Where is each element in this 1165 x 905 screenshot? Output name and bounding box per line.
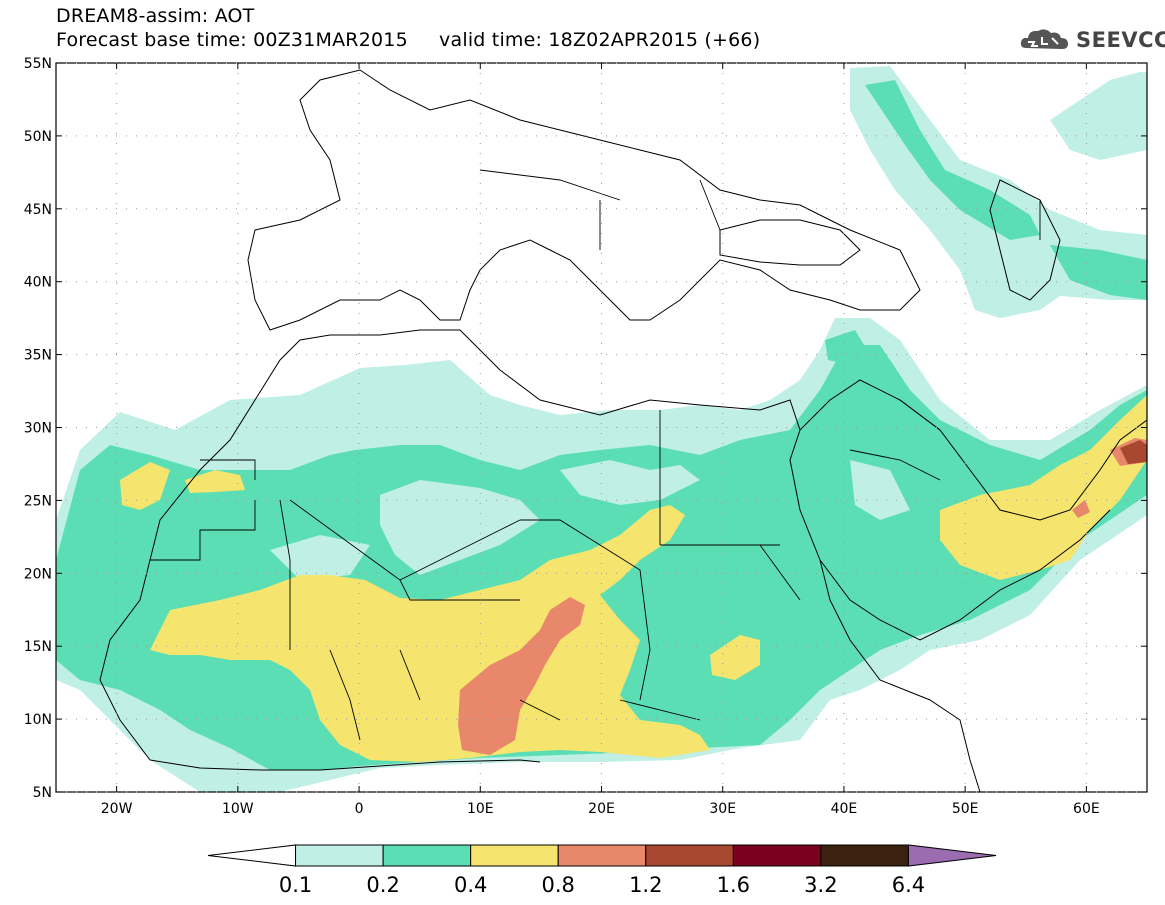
lon-tick-label: 20W: [101, 801, 133, 817]
logo-text: SEEVCCC: [1076, 28, 1165, 52]
lat-tick-label: 55N: [24, 56, 52, 72]
lat-tick-label: 50N: [24, 129, 52, 145]
colorbar-label: 1.6: [717, 873, 750, 897]
cloud-icon: [1020, 29, 1068, 49]
lat-tick-label: 15N: [24, 639, 52, 655]
lat-tick-label: 45N: [24, 202, 52, 218]
colorbar-label: 3.2: [804, 873, 837, 897]
colorbar-segment: [295, 844, 384, 867]
coastline-africa: [99, 329, 981, 792]
lon-tick-label: 40E: [831, 801, 858, 817]
lat-tick-label: 20N: [24, 566, 52, 582]
colorbar-segment: [557, 844, 647, 867]
lat-tick-label: 5N: [33, 785, 52, 801]
coastline-black-sea: [719, 219, 861, 266]
aot-band-brown: [1120, 440, 1147, 464]
colorbar-label: 1.2: [629, 873, 662, 897]
colorbar-label: 0.8: [542, 873, 575, 897]
lon-tick-label: 20E: [588, 801, 615, 817]
colorbar-segment: [820, 844, 909, 867]
lat-tick-label: 40N: [24, 275, 52, 291]
lon-tick-label: 50E: [952, 801, 979, 817]
forecast-times: Forecast base time: 00Z31MAR2015 valid t…: [56, 29, 761, 51]
lon-tick-label: 10W: [222, 801, 254, 817]
aot-band-light: [380, 480, 540, 575]
aot-band-medium: [1050, 245, 1147, 300]
lat-tick-label: 10N: [24, 712, 52, 728]
colorbar-label: 0.4: [454, 873, 487, 897]
aot-band-orange: [458, 597, 585, 755]
border-lines: [150, 169, 1041, 741]
aot-band-medium: [825, 330, 870, 365]
aot-field: [56, 66, 1147, 792]
coastline-arabia: [799, 379, 1147, 641]
aot-band-yellow: [120, 462, 170, 510]
lat-tick-label: 30N: [24, 421, 52, 437]
colorbar-label: 0.1: [279, 873, 312, 897]
colorbar-segment: [382, 844, 472, 867]
colorbar: 0.1 0.2 0.4 0.8 1.2 1.6 3.2 6.4: [207, 844, 997, 897]
colorbar-segment: [470, 844, 559, 867]
lat-tick-label: 35N: [24, 348, 52, 364]
lon-tick-label: 0: [355, 801, 364, 817]
aot-band-yellow: [150, 505, 710, 762]
aot-band-yellow: [185, 470, 245, 493]
lon-tick-label: 30E: [709, 801, 736, 817]
logo: [1018, 24, 1158, 54]
latitude-axis: 5N 10N 15N 20N 25N 30N 35N 40N 45N 50N 55N: [24, 56, 1147, 801]
coastline-europe: [247, 69, 921, 331]
colorbar-segment: [907, 844, 997, 867]
coastline-caspian: [989, 179, 1061, 301]
colorbar-label: 6.4: [892, 873, 925, 897]
coastlines: [99, 69, 1147, 792]
aot-band-light: [270, 535, 370, 580]
lon-tick-label: 10E: [467, 801, 494, 817]
aot-band-yellow: [710, 635, 760, 680]
aot-band-light: [560, 460, 700, 505]
longitude-axis: 20W 10W 0 10E 20E 30E 40E 50E 60E: [101, 63, 1100, 817]
aot-band-medium: [865, 80, 1040, 240]
lon-tick-label: 60E: [1073, 801, 1100, 817]
coastline-gulf-of-guinea: [149, 759, 541, 771]
map-title: DREAM8-assim: AOT: [56, 5, 255, 27]
colorbar-segment: [207, 844, 297, 867]
colorbar-segment: [732, 844, 822, 867]
aot-band-orange: [1072, 500, 1090, 518]
aot-band-light: [1050, 72, 1147, 160]
colorbar-label: 0.2: [366, 873, 399, 897]
colorbar-segment: [645, 844, 734, 867]
aot-band-yellow: [940, 395, 1147, 580]
aot-band-light: [850, 460, 910, 520]
lat-tick-label: 25N: [24, 493, 52, 509]
